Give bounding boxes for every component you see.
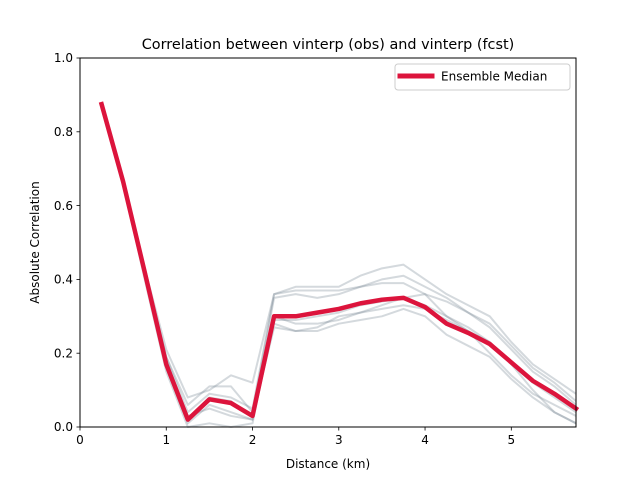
plot-area <box>80 58 576 427</box>
x-tick-label: 2 <box>249 433 257 447</box>
ensemble-median-line <box>98 101 580 422</box>
y-tick-label: 1.0 <box>54 51 73 65</box>
x-tick-label: 1 <box>162 433 170 447</box>
x-axis-label: Distance (km) <box>286 457 370 471</box>
chart-title: Correlation between vinterp (obs) and vi… <box>142 37 514 53</box>
ensemble-median-layer <box>98 101 580 422</box>
ensemble-member-line-3 <box>100 102 577 428</box>
y-tick-label: 0.4 <box>54 273 73 287</box>
y-tick-label: 0.2 <box>54 346 73 360</box>
legend-label-ensemble-median: Ensemble Median <box>441 70 547 84</box>
legend-box <box>394 63 571 91</box>
y-tick-label: 0.0 <box>54 420 73 434</box>
y-tick-label: 0.6 <box>54 199 73 213</box>
ensemble-member-line-4 <box>100 105 577 399</box>
x-tick-label: 3 <box>335 433 343 447</box>
y-tick-label: 0.8 <box>54 125 73 139</box>
x-tick-label: 0 <box>76 433 84 447</box>
ensemble-member-line-6 <box>100 105 577 414</box>
y-axis-ticks: 0.0 0.2 0.4 0.6 0.8 1.0 <box>54 51 80 434</box>
y-axis-label: Absolute Correlation <box>28 181 42 303</box>
legend: Ensemble Median <box>394 63 571 91</box>
plot-frame <box>79 57 577 428</box>
x-tick-label: 5 <box>507 433 515 447</box>
x-tick-label: 4 <box>421 433 429 447</box>
x-axis-ticks: 0 1 2 3 4 5 <box>76 427 515 447</box>
